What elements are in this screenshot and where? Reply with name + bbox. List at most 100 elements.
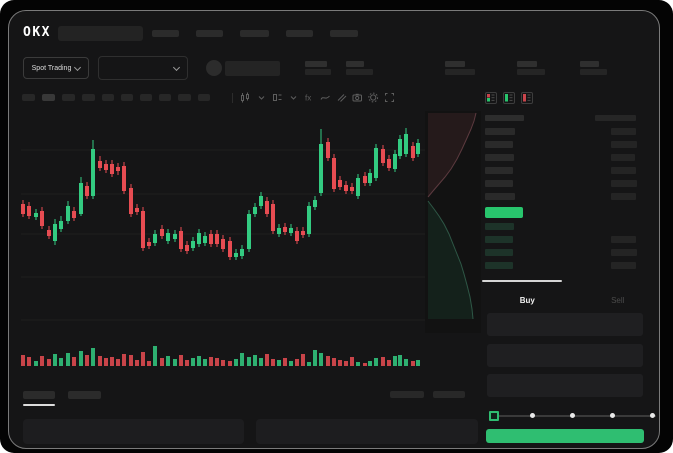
bid-row[interactable] <box>482 249 659 256</box>
top-nav: OKX <box>23 25 645 41</box>
okx-logo: OKX <box>23 25 51 40</box>
bid-price-placeholder <box>485 236 513 243</box>
candlestick-chart[interactable] <box>21 109 431 371</box>
timeframe-button[interactable] <box>102 94 114 101</box>
ticker-bar: Spot Trading <box>23 55 651 81</box>
bid-amount-placeholder <box>611 262 636 269</box>
nav-item-placeholder[interactable] <box>195 29 223 37</box>
ask-row[interactable] <box>482 180 659 187</box>
book-both-icon[interactable] <box>485 91 497 109</box>
order-book <box>482 87 659 291</box>
order-input-field[interactable] <box>487 343 643 367</box>
chevron-down-icon[interactable] <box>255 91 268 104</box>
stat-label-placeholder <box>445 61 465 67</box>
ask-row[interactable] <box>482 193 659 200</box>
ask-price-placeholder <box>485 167 513 174</box>
ask-row[interactable] <box>482 141 659 148</box>
ask-amount-placeholder <box>611 128 636 135</box>
ask-amount-placeholder <box>611 154 635 161</box>
depth-chart <box>425 111 481 333</box>
stat-label-placeholder <box>346 61 364 67</box>
buy-submit-button[interactable] <box>486 429 644 443</box>
settings-icon[interactable] <box>367 91 380 104</box>
last-price-bar[interactable] <box>485 207 523 218</box>
ask-price-placeholder <box>485 154 514 161</box>
chevron-down-icon <box>172 63 181 71</box>
active-tab-underline <box>23 404 55 406</box>
timeframe-button[interactable] <box>121 94 133 101</box>
nav-item-placeholder[interactable] <box>329 29 358 37</box>
orders-row-placeholder <box>256 419 478 444</box>
scroll-indicator[interactable] <box>482 280 562 282</box>
bottom-tab[interactable] <box>68 391 101 399</box>
chevron-down-icon[interactable] <box>287 91 300 104</box>
stat-value-placeholder <box>305 69 331 75</box>
fullscreen-icon[interactable] <box>383 91 396 104</box>
indicators-icon[interactable]: fx <box>303 91 316 104</box>
bid-price-placeholder <box>485 262 513 269</box>
slider-stop[interactable] <box>610 413 615 418</box>
trade-panel: Buy Sell <box>482 287 659 448</box>
ask-row[interactable] <box>482 167 659 174</box>
bottom-control-placeholder[interactable] <box>433 391 465 398</box>
ask-price-placeholder <box>485 180 513 187</box>
book-bids-icon[interactable] <box>503 91 515 109</box>
line-tool-icon[interactable] <box>319 91 332 104</box>
timeframe-button[interactable] <box>42 94 55 101</box>
pair-dropdown[interactable] <box>98 56 188 80</box>
market-type-selector[interactable]: Spot Trading <box>23 57 89 79</box>
ticker-stat <box>305 61 331 75</box>
bid-row[interactable] <box>482 236 659 243</box>
timeframe-button[interactable] <box>82 94 95 101</box>
timeframe-button[interactable] <box>178 94 191 101</box>
ticker-stat <box>517 61 545 75</box>
bottom-control-placeholder[interactable] <box>390 391 424 398</box>
slider-stop[interactable] <box>570 413 575 418</box>
camera-icon[interactable] <box>351 91 364 104</box>
timeframe-button[interactable] <box>62 94 75 101</box>
slider-handle[interactable] <box>489 411 499 421</box>
bid-amount-placeholder <box>611 236 636 243</box>
coin-avatar <box>206 60 222 76</box>
bid-row[interactable] <box>482 223 659 230</box>
stat-label-placeholder <box>580 61 599 67</box>
bid-price-placeholder <box>485 223 514 230</box>
chart-toolbar: fx <box>22 91 396 104</box>
amount-column-header-placeholder <box>595 115 636 121</box>
order-side-tabs: Buy Sell <box>482 293 659 309</box>
ask-amount-placeholder <box>611 180 637 187</box>
timeframe-button[interactable] <box>198 94 210 101</box>
compare-icon[interactable] <box>335 91 348 104</box>
bottom-tab[interactable] <box>23 391 55 399</box>
timeframe-button[interactable] <box>140 94 152 101</box>
chevron-down-icon <box>74 63 82 71</box>
chart-type-icon[interactable] <box>239 91 252 104</box>
order-input-field[interactable] <box>487 374 643 397</box>
nav-item-placeholder[interactable] <box>151 29 179 37</box>
tab-sell[interactable]: Sell <box>611 296 625 305</box>
nav-item-placeholder[interactable] <box>239 29 269 37</box>
timeframe-button[interactable] <box>159 94 171 101</box>
ask-row[interactable] <box>482 154 659 161</box>
app-window: OKX Spot Trading fx <box>8 10 660 449</box>
slider-stop[interactable] <box>650 413 655 418</box>
slider-stop[interactable] <box>530 413 535 418</box>
bid-row[interactable] <box>482 262 659 269</box>
book-asks-icon[interactable] <box>521 91 533 109</box>
ask-row[interactable] <box>482 128 659 135</box>
ask-amount-placeholder <box>611 141 637 148</box>
ask-price-placeholder <box>485 128 515 135</box>
stat-label-placeholder <box>305 61 327 67</box>
nav-item-placeholder[interactable] <box>285 29 313 37</box>
amount-slider[interactable] <box>489 411 656 421</box>
tab-buy[interactable]: Buy <box>519 296 535 305</box>
timeframe-button[interactable] <box>22 94 35 101</box>
orders-row-placeholder <box>23 419 244 444</box>
candle-interval-icon[interactable] <box>271 91 284 104</box>
orderbook-view-switcher <box>485 91 533 109</box>
price-column-header-placeholder <box>485 115 524 121</box>
toolbar-divider <box>232 92 233 103</box>
search-input[interactable] <box>57 25 143 41</box>
order-input-field[interactable] <box>487 313 643 336</box>
